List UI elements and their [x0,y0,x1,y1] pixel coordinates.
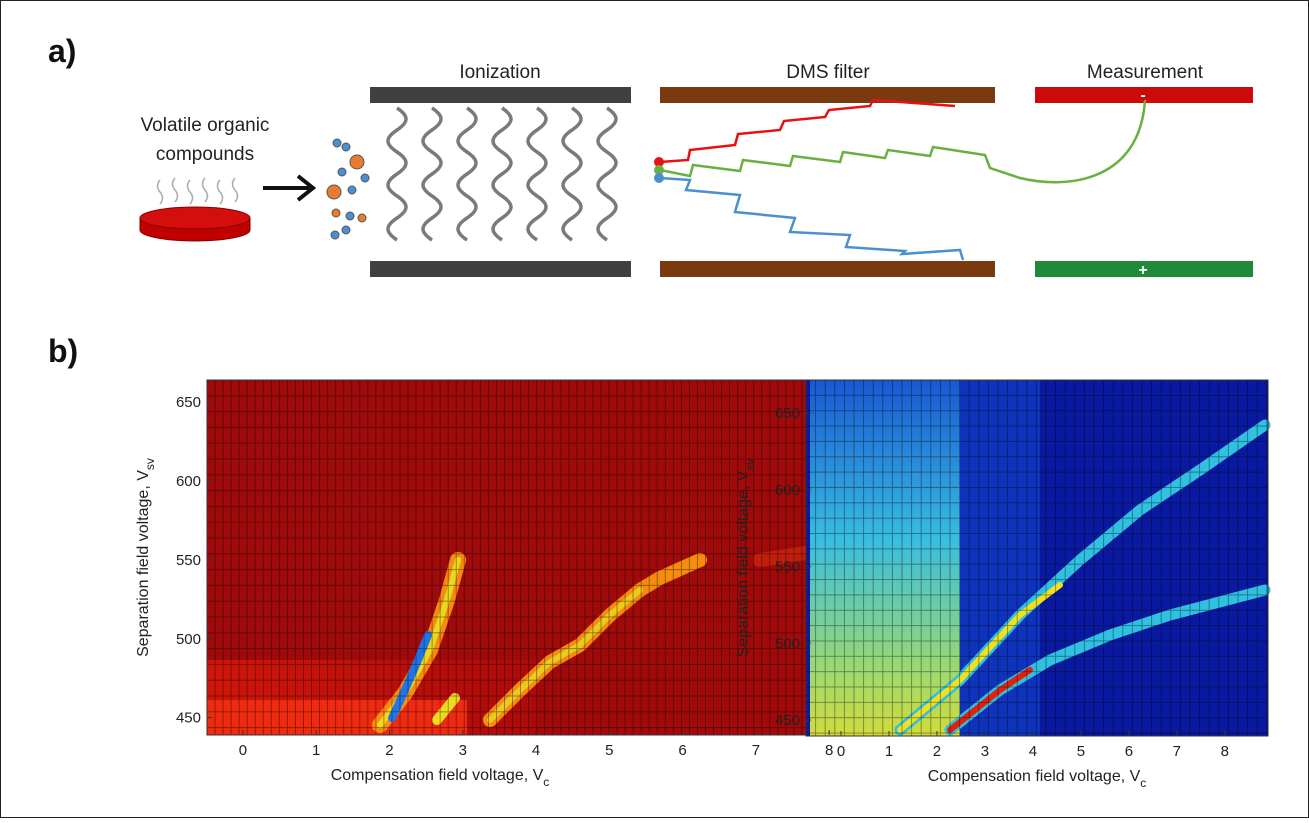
electrode [1035,261,1253,277]
x-tick-label: 2 [933,743,941,760]
y-tick-label: 600 [176,473,201,490]
stage-label: DMS filter [786,62,870,83]
arrow [263,174,317,202]
x-tick-label: 6 [1125,743,1133,760]
x-tick-label: 6 [678,742,686,759]
x-tick-label: 8 [825,742,833,759]
electrode [370,87,631,103]
y-axis-label-text: Separation field voltage, V [135,470,152,657]
x-tick-label: 0 [239,742,247,759]
x-tick-label: 4 [532,742,540,759]
x-axis-label-subscript: c [543,775,549,789]
electrode-sign: - [1140,87,1145,104]
y-tick-label: 500 [775,635,800,652]
ion-trajectories [654,98,1147,261]
y-tick-label: 650 [176,394,201,411]
y-axis-label-subscript: sv [143,458,157,470]
y-axis-label-text: Separation field voltage, V [735,470,752,657]
x-tick-label: 4 [1029,743,1037,760]
y-tick-label: 550 [176,552,201,569]
electrode-sign: + [1138,262,1147,279]
x-tick-label: 7 [1173,743,1181,760]
x-tick-label: 8 [1221,743,1229,760]
electrode [370,261,631,277]
x-tick-label: 3 [981,743,989,760]
y-tick-label: 650 [775,405,800,422]
panel-label: b) [48,333,78,369]
x-tick-label: 5 [605,742,613,759]
x-axis-label-subscript: c [1140,776,1146,790]
x-tick-label: 5 [1077,743,1085,760]
y-tick-label: 450 [775,712,800,729]
electrode [1035,87,1253,103]
molecules [326,138,370,240]
x-tick-label: 3 [459,742,467,759]
electrode [660,261,995,277]
x-axis-label: Compensation field voltage, Vc [928,768,1147,790]
x-tick-label: 1 [312,742,320,759]
stage-label: Measurement [1087,62,1204,83]
y-tick-label: 450 [176,710,201,727]
y-axis-label-subscript: sv [743,459,757,471]
x-tick-label: 2 [385,742,393,759]
x-axis-label-text: Compensation field voltage, V [331,767,544,784]
y-tick-label: 600 [775,482,800,499]
x-axis-label-text: Compensation field voltage, V [928,768,1141,785]
y-axis-label: Separation field voltage, Vsv [135,458,157,657]
stage-label: Ionization [459,62,540,83]
petri-dish [139,177,251,242]
x-tick-label: 1 [885,743,893,760]
panel-label: a) [48,33,76,69]
heatmap-right [805,379,1271,737]
x-axis-label: Compensation field voltage, Vc [331,767,550,789]
y-tick-label: 500 [176,631,201,648]
source-label: Volatile organic [141,115,270,136]
x-tick-label: 7 [752,742,760,759]
y-axis-label: Separation field voltage, Vsv [735,459,757,658]
heatmap-left [206,379,897,736]
source-label: compounds [156,144,254,165]
x-tick-label: 0 [837,743,845,760]
y-tick-label: 550 [775,559,800,576]
electrode [660,87,995,103]
